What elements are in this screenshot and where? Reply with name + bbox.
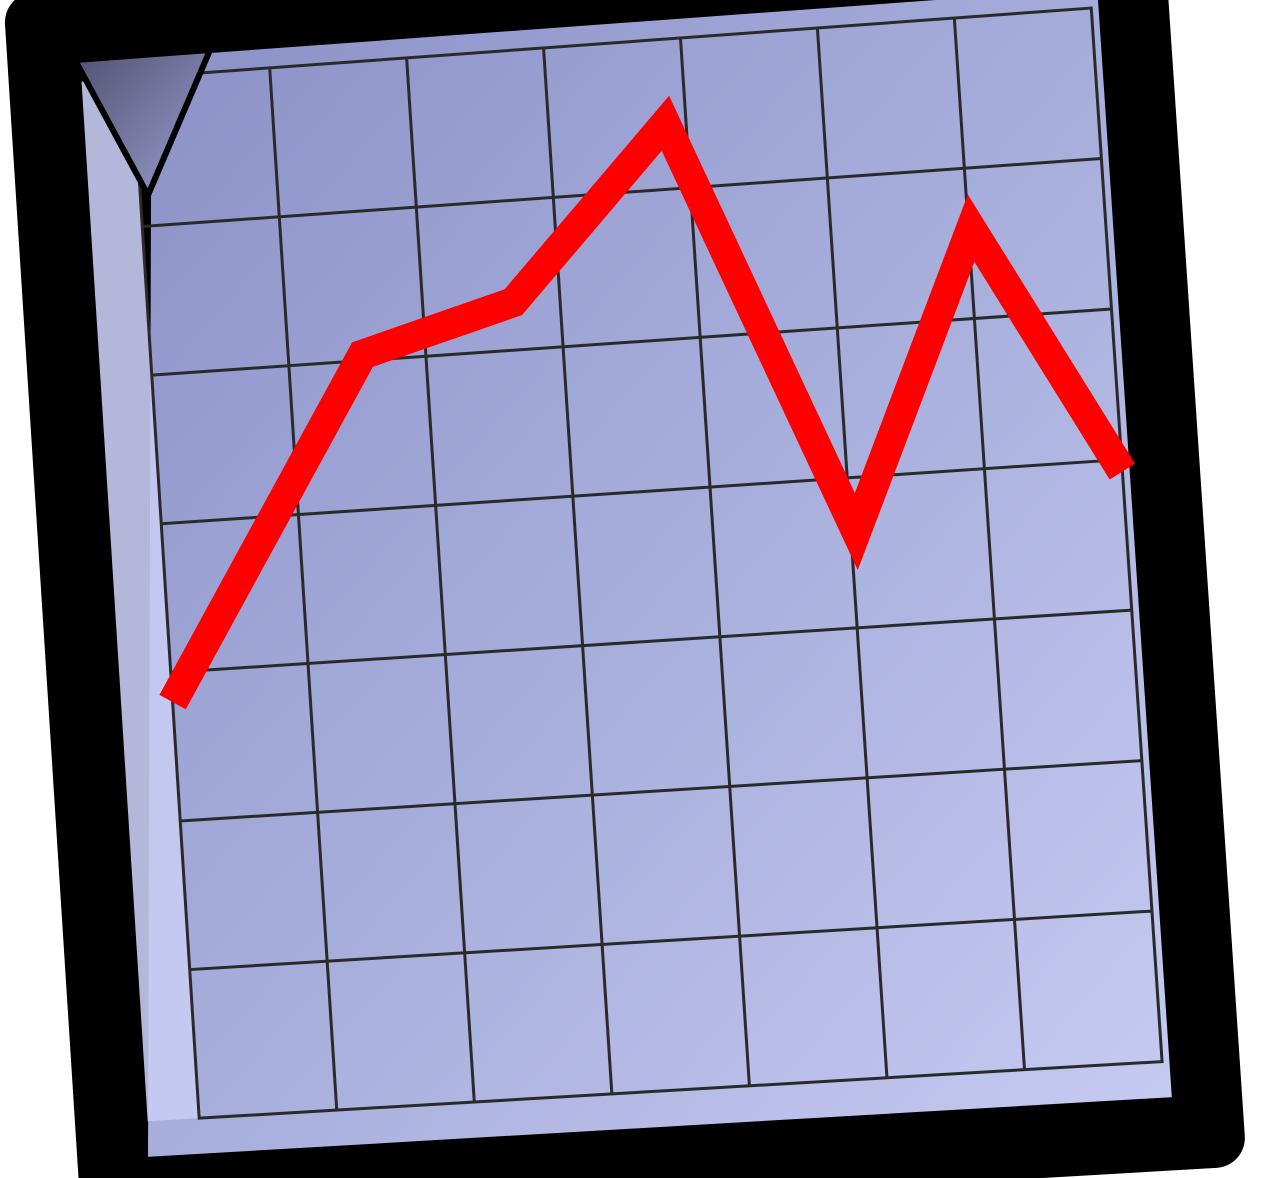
- line-chart-icon: [0, 0, 1280, 1178]
- chart-icon-container: [0, 0, 1280, 1178]
